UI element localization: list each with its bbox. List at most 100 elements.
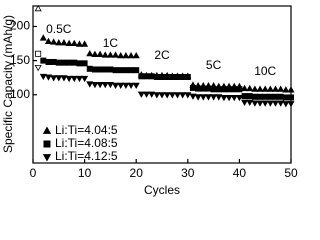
data-point [200, 85, 207, 92]
chart: Specific Capacity (mAh/g) Cycles 1001502… [1, 4, 298, 197]
y-axis-title: Specific Capacity (mAh/g) [1, 15, 15, 153]
data-point [133, 67, 140, 74]
data-point [179, 73, 186, 80]
data-point [75, 40, 83, 47]
data-point [122, 82, 130, 89]
data-point [45, 58, 52, 65]
data-point [97, 66, 104, 73]
data-point [122, 67, 129, 74]
data-point [112, 67, 119, 74]
data-point [226, 86, 233, 93]
data-point [184, 73, 191, 80]
data-point [101, 82, 109, 89]
rate-annotation: 5C [206, 58, 222, 72]
data-point [127, 82, 135, 89]
x-tick-label: 40 [233, 166, 247, 180]
legend-marker [42, 126, 52, 134]
data-point [34, 4, 42, 12]
data-point [91, 82, 99, 89]
x-tick-label: 10 [78, 166, 92, 180]
data-point [256, 100, 264, 107]
data-point [282, 101, 290, 108]
data-point [287, 94, 294, 101]
data-point [137, 91, 145, 98]
data-point [40, 57, 47, 64]
data-point [204, 94, 212, 101]
data-point [163, 92, 171, 99]
data-point [106, 51, 114, 58]
data-point [266, 100, 274, 107]
x-axis-title: Cycles [144, 183, 180, 197]
data-point [127, 52, 135, 59]
data-point [55, 75, 63, 82]
data-point [148, 91, 156, 98]
data-point [251, 100, 259, 107]
data-point [287, 86, 295, 93]
rate-annotation: 0.5C [46, 22, 72, 36]
data-point [86, 65, 93, 72]
data-point [282, 86, 290, 93]
data-point [220, 86, 227, 93]
data-point [246, 99, 254, 107]
data-point [112, 51, 120, 58]
rate-annotation: 1C [103, 36, 119, 50]
data-point [174, 73, 181, 80]
x-tick-label: 0 [30, 166, 37, 180]
data-point [128, 67, 135, 74]
data-point [96, 82, 104, 89]
data-point [65, 75, 73, 83]
data-point [277, 93, 284, 100]
data-point [199, 94, 207, 101]
data-point [34, 64, 42, 72]
data-point [189, 93, 197, 100]
legend-marker [42, 154, 52, 162]
data-point [35, 50, 42, 57]
data-point [169, 73, 176, 80]
data-point [153, 73, 160, 80]
data-point [164, 73, 171, 80]
data-point [225, 94, 233, 102]
data-point [60, 75, 68, 82]
data-point [251, 93, 258, 100]
data-point [81, 75, 89, 83]
y-tick-label: 100 [10, 87, 30, 101]
data-point [50, 75, 58, 82]
data-point [230, 94, 238, 102]
x-tick-label: 30 [181, 166, 195, 180]
data-point [158, 73, 165, 80]
data-point [261, 85, 269, 92]
data-point [65, 39, 73, 47]
rate-annotation: 10C [254, 64, 276, 78]
data-point [107, 66, 114, 73]
data-point [60, 39, 68, 46]
data-point [148, 73, 155, 80]
data-point [50, 38, 58, 45]
data-point [81, 40, 89, 47]
data-point [184, 92, 192, 99]
data-point [122, 52, 130, 59]
data-point [210, 86, 217, 93]
data-point [96, 50, 104, 57]
data-point [70, 39, 78, 47]
data-point [106, 82, 114, 89]
data-point [173, 92, 182, 99]
data-point [39, 73, 47, 81]
data-point [220, 94, 228, 102]
data-point [246, 84, 254, 92]
data-point [271, 85, 280, 92]
data-point [282, 94, 289, 101]
data-point [277, 85, 285, 92]
y-tick-label: 200 [10, 19, 30, 33]
data-point [261, 100, 269, 107]
data-point [179, 92, 187, 99]
data-point [44, 37, 53, 44]
x-tick-label: 20 [130, 166, 144, 180]
data-point [267, 93, 274, 100]
data-point [251, 85, 259, 92]
data-point [266, 85, 274, 92]
rate-annotation: 2C [154, 48, 170, 62]
data-point [81, 60, 88, 67]
data-point [55, 59, 62, 66]
data-point [66, 59, 73, 66]
data-point [86, 81, 94, 88]
